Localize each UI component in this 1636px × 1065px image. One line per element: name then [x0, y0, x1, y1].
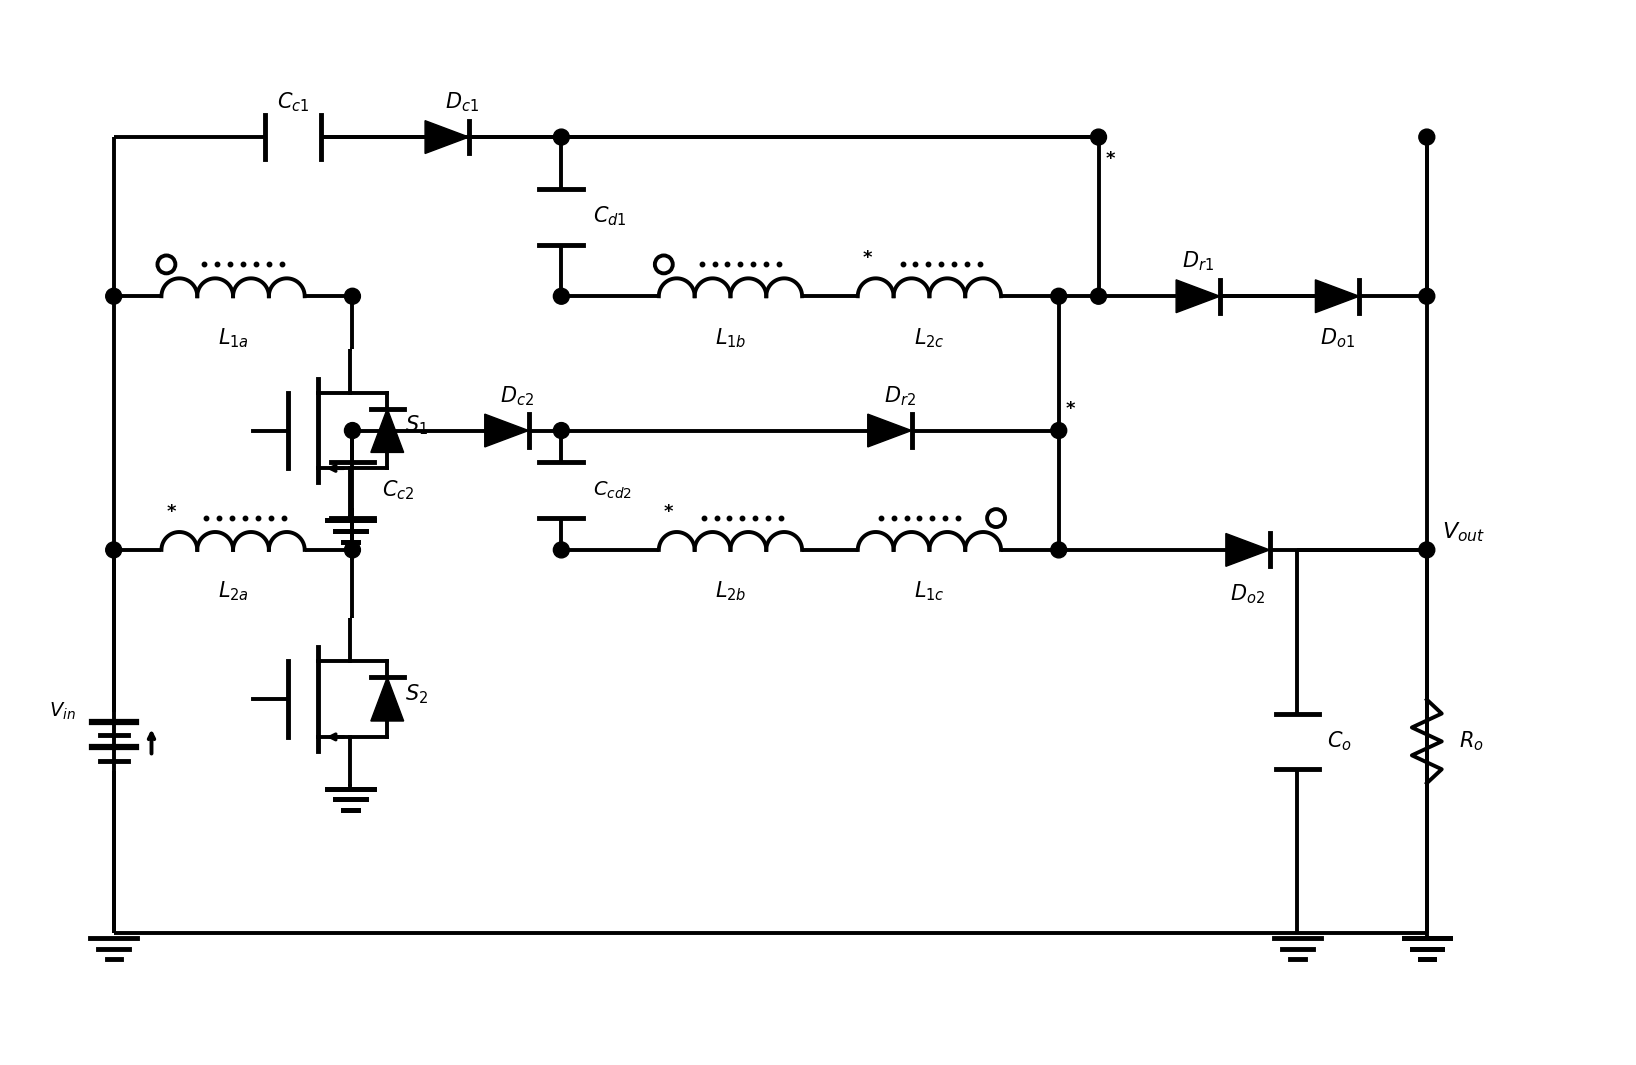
Text: $L_{2c}$: $L_{2c}$ [915, 326, 946, 349]
Polygon shape [371, 409, 404, 453]
Text: *: * [167, 503, 177, 521]
Text: $L_{2a}$: $L_{2a}$ [218, 579, 249, 604]
Circle shape [106, 289, 121, 305]
Text: *: * [664, 503, 674, 521]
Text: $S_2$: $S_2$ [406, 683, 429, 706]
Circle shape [345, 542, 360, 558]
Text: $D_{c1}$: $D_{c1}$ [445, 91, 479, 114]
Polygon shape [484, 414, 528, 447]
Circle shape [345, 423, 360, 439]
Text: $D_{r1}$: $D_{r1}$ [1183, 249, 1214, 274]
Text: $V_{out}$: $V_{out}$ [1441, 520, 1485, 544]
Text: *: * [862, 249, 872, 267]
Polygon shape [1225, 534, 1270, 567]
Text: $L_{1c}$: $L_{1c}$ [915, 579, 946, 604]
Text: $V_{in}$: $V_{in}$ [49, 701, 75, 722]
Circle shape [1050, 542, 1067, 558]
Polygon shape [867, 414, 911, 447]
Circle shape [553, 129, 569, 145]
Text: *: * [1067, 399, 1075, 417]
Circle shape [345, 289, 360, 305]
Polygon shape [1176, 280, 1220, 313]
Text: $C_{c2}$: $C_{c2}$ [383, 478, 416, 502]
Text: $L_{1a}$: $L_{1a}$ [218, 326, 249, 349]
Text: $S_1$: $S_1$ [406, 414, 429, 438]
Text: $L_{2b}$: $L_{2b}$ [715, 579, 746, 604]
Text: $C_{cd2}$: $C_{cd2}$ [594, 479, 631, 501]
Circle shape [553, 542, 569, 558]
Text: *: * [1106, 150, 1116, 168]
Text: $D_{r2}$: $D_{r2}$ [883, 383, 916, 408]
Circle shape [1091, 129, 1106, 145]
Circle shape [1091, 289, 1106, 305]
Polygon shape [425, 120, 470, 153]
Circle shape [553, 289, 569, 305]
Text: $C_{c1}$: $C_{c1}$ [276, 91, 309, 114]
Text: $L_{1b}$: $L_{1b}$ [715, 326, 746, 349]
Circle shape [1418, 542, 1435, 558]
Circle shape [1418, 289, 1435, 305]
Polygon shape [1315, 280, 1360, 313]
Circle shape [553, 423, 569, 439]
Text: $D_{o2}$: $D_{o2}$ [1230, 583, 1265, 606]
Text: $R_o$: $R_o$ [1459, 730, 1484, 753]
Text: $D_{c2}$: $D_{c2}$ [499, 383, 533, 408]
Text: $C_{d1}$: $C_{d1}$ [594, 204, 627, 229]
Text: $C_o$: $C_o$ [1327, 730, 1353, 753]
Circle shape [1050, 423, 1067, 439]
Circle shape [1050, 289, 1067, 305]
Polygon shape [371, 677, 404, 721]
Text: $D_{o1}$: $D_{o1}$ [1320, 326, 1355, 349]
Circle shape [106, 542, 121, 558]
Circle shape [1418, 129, 1435, 145]
